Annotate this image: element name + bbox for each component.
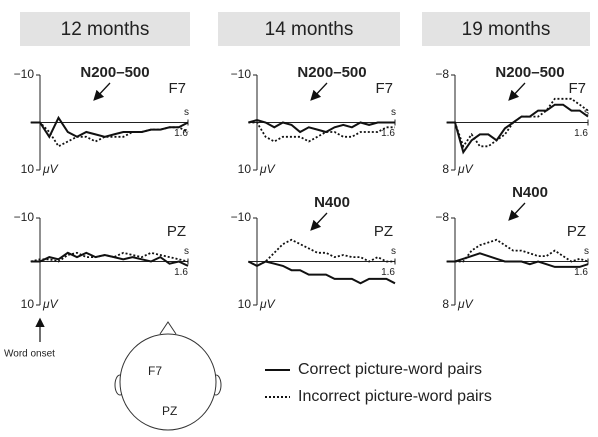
word-onset: Word onset: [4, 349, 55, 360]
y-tick-label: 8: [442, 162, 449, 176]
annotation-arrow: [312, 213, 327, 229]
electrode-label: F7: [375, 80, 393, 97]
y-unit: μV: [259, 297, 276, 311]
y-tick-label: −8: [435, 67, 449, 81]
component-label: N400: [512, 184, 548, 201]
y-unit: μV: [457, 297, 474, 311]
y-tick-label: 8: [442, 297, 449, 311]
x-axis-label: s: [184, 107, 189, 118]
erp-line: [248, 262, 395, 284]
x-tick-label: 1.6: [174, 267, 188, 278]
x-axis-label: s: [584, 246, 589, 257]
y-unit: μV: [457, 162, 474, 176]
x-tick-label: 1.6: [381, 267, 395, 278]
y-tick-label: −10: [14, 67, 35, 81]
annotation-arrow: [510, 83, 525, 99]
erp-line: [248, 120, 395, 132]
electrode-label: F7: [568, 80, 586, 97]
x-axis-label: s: [184, 246, 189, 257]
annotation-arrow: [95, 83, 110, 99]
head-label: PZ: [162, 404, 177, 418]
y-tick-label: 10: [21, 297, 35, 311]
erp-line: [31, 253, 188, 266]
y-tick-label: −10: [231, 210, 252, 224]
legend-label: Incorrect picture-word pairs: [298, 388, 492, 405]
electrode-label: PZ: [567, 223, 586, 240]
panel-title: 19 months: [462, 19, 551, 40]
panel-title: 12 months: [61, 19, 150, 40]
y-tick-label: −10: [14, 210, 35, 224]
y-unit: μV: [42, 297, 59, 311]
x-tick-label: 1.6: [174, 128, 188, 139]
component-label: N200–500: [495, 64, 564, 81]
y-unit: μV: [259, 162, 276, 176]
legend-label: Correct picture-word pairs: [298, 361, 482, 378]
x-tick-label: 1.6: [574, 128, 588, 139]
x-axis-label: s: [391, 107, 396, 118]
electrode-label: PZ: [167, 223, 186, 240]
x-axis-label: s: [391, 246, 396, 257]
panel-title: 14 months: [265, 19, 354, 40]
electrode-label: PZ: [374, 223, 393, 240]
y-tick-label: −8: [435, 210, 449, 224]
y-unit: μV: [42, 162, 59, 176]
component-label: N200–500: [297, 64, 366, 81]
erp-line: [447, 105, 588, 153]
annotation-arrow: [510, 203, 525, 219]
y-tick-label: 10: [21, 162, 35, 176]
x-tick-label: 1.6: [574, 267, 588, 278]
erp-figure: F7 PZ Word onset 12 months−1010μV1.6sF7N…: [0, 0, 598, 432]
erp-line: [31, 118, 188, 137]
head-label: F7: [148, 364, 162, 378]
y-tick-label: −10: [231, 67, 252, 81]
annotation-arrow: [312, 83, 327, 99]
head-diagram: F7 PZ: [115, 322, 221, 430]
component-label: N400: [314, 194, 350, 211]
y-tick-label: 10: [238, 162, 252, 176]
y-tick-label: 10: [238, 297, 252, 311]
component-label: N200–500: [80, 64, 149, 81]
electrode-label: F7: [168, 80, 186, 97]
x-tick-label: 1.6: [381, 128, 395, 139]
